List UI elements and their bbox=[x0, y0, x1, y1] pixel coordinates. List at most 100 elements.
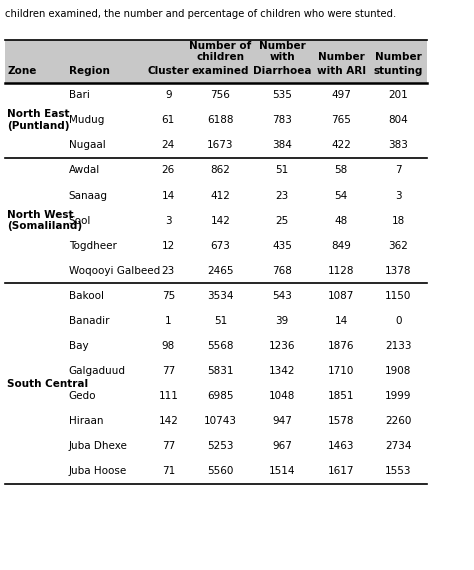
Text: 1851: 1851 bbox=[328, 391, 355, 401]
Text: 3534: 3534 bbox=[207, 291, 234, 301]
Text: 6188: 6188 bbox=[207, 115, 234, 125]
Text: 947: 947 bbox=[272, 416, 292, 426]
Text: Bay: Bay bbox=[69, 341, 88, 351]
Text: 497: 497 bbox=[331, 90, 351, 100]
Text: 98: 98 bbox=[162, 341, 175, 351]
Text: 26: 26 bbox=[162, 165, 175, 176]
Text: 61: 61 bbox=[162, 115, 175, 125]
Text: 18: 18 bbox=[392, 215, 405, 226]
Text: 71: 71 bbox=[162, 466, 175, 477]
Text: 1087: 1087 bbox=[328, 291, 355, 301]
Text: Nugaal: Nugaal bbox=[69, 140, 106, 150]
Text: children: children bbox=[196, 52, 245, 62]
Text: 5831: 5831 bbox=[207, 366, 234, 376]
Text: 1876: 1876 bbox=[328, 341, 355, 351]
Text: 1378: 1378 bbox=[385, 266, 411, 276]
Text: 783: 783 bbox=[272, 115, 292, 125]
Text: 673: 673 bbox=[210, 241, 230, 251]
Text: 1128: 1128 bbox=[328, 266, 355, 276]
Text: Hiraan: Hiraan bbox=[69, 416, 103, 426]
Text: 849: 849 bbox=[331, 241, 351, 251]
Text: 1617: 1617 bbox=[328, 466, 355, 477]
Text: Galgaduud: Galgaduud bbox=[69, 366, 126, 376]
Text: Woqooyi Galbeed: Woqooyi Galbeed bbox=[69, 266, 160, 276]
Text: Region: Region bbox=[69, 66, 109, 76]
Text: 1463: 1463 bbox=[328, 441, 355, 451]
Text: 1514: 1514 bbox=[269, 466, 295, 477]
Text: 54: 54 bbox=[335, 190, 348, 201]
Text: 12: 12 bbox=[162, 241, 175, 251]
Text: 1908: 1908 bbox=[385, 366, 411, 376]
Text: 77: 77 bbox=[162, 366, 175, 376]
Text: 756: 756 bbox=[210, 90, 230, 100]
Text: 51: 51 bbox=[275, 165, 289, 176]
Text: 535: 535 bbox=[272, 90, 292, 100]
Text: 2260: 2260 bbox=[385, 416, 411, 426]
Text: Togdheer: Togdheer bbox=[69, 241, 117, 251]
Text: Mudug: Mudug bbox=[69, 115, 104, 125]
Text: 768: 768 bbox=[272, 266, 292, 276]
Text: 39: 39 bbox=[275, 316, 289, 326]
Text: 967: 967 bbox=[272, 441, 292, 451]
Text: 862: 862 bbox=[210, 165, 230, 176]
Text: Number: Number bbox=[375, 52, 421, 62]
Text: 0: 0 bbox=[395, 316, 401, 326]
Text: Juba Dhexe: Juba Dhexe bbox=[69, 441, 128, 451]
Text: 383: 383 bbox=[388, 140, 408, 150]
Text: 2734: 2734 bbox=[385, 441, 411, 451]
Text: examined: examined bbox=[191, 66, 249, 76]
Text: Diarrhoea: Diarrhoea bbox=[253, 66, 311, 76]
Text: Banadir: Banadir bbox=[69, 316, 109, 326]
Text: 543: 543 bbox=[272, 291, 292, 301]
Text: 3: 3 bbox=[395, 190, 401, 201]
Text: 1236: 1236 bbox=[269, 341, 295, 351]
Text: 412: 412 bbox=[210, 190, 230, 201]
Text: 142: 142 bbox=[158, 416, 178, 426]
Text: Number: Number bbox=[259, 40, 305, 51]
Text: 2465: 2465 bbox=[207, 266, 234, 276]
Text: 422: 422 bbox=[331, 140, 351, 150]
Text: 9: 9 bbox=[165, 90, 172, 100]
Text: 10743: 10743 bbox=[204, 416, 237, 426]
Text: 201: 201 bbox=[388, 90, 408, 100]
Text: 1673: 1673 bbox=[207, 140, 234, 150]
Text: Number: Number bbox=[318, 52, 365, 62]
Bar bbox=[5, 40, 427, 83]
Text: Gedo: Gedo bbox=[69, 391, 96, 401]
Text: 14: 14 bbox=[162, 190, 175, 201]
Text: 6985: 6985 bbox=[207, 391, 234, 401]
Text: 1710: 1710 bbox=[328, 366, 355, 376]
Text: 48: 48 bbox=[335, 215, 348, 226]
Text: 362: 362 bbox=[388, 241, 408, 251]
Text: stunting: stunting bbox=[374, 66, 423, 76]
Text: 1553: 1553 bbox=[385, 466, 411, 477]
Text: North West
(Somaliland): North West (Somaliland) bbox=[7, 210, 82, 231]
Text: 804: 804 bbox=[388, 115, 408, 125]
Text: South Central: South Central bbox=[7, 378, 88, 389]
Text: with ARI: with ARI bbox=[317, 66, 366, 76]
Text: 14: 14 bbox=[335, 316, 348, 326]
Text: 58: 58 bbox=[335, 165, 348, 176]
Text: 2133: 2133 bbox=[385, 341, 411, 351]
Text: 5568: 5568 bbox=[207, 341, 234, 351]
Text: 142: 142 bbox=[210, 215, 230, 226]
Text: 23: 23 bbox=[275, 190, 289, 201]
Text: 1048: 1048 bbox=[269, 391, 295, 401]
Text: 435: 435 bbox=[272, 241, 292, 251]
Text: with: with bbox=[269, 52, 295, 62]
Text: 111: 111 bbox=[158, 391, 178, 401]
Text: children examined, the number and percentage of children who were stunted.: children examined, the number and percen… bbox=[5, 9, 396, 19]
Text: Awdal: Awdal bbox=[69, 165, 100, 176]
Text: Bakool: Bakool bbox=[69, 291, 104, 301]
Text: Number of: Number of bbox=[189, 40, 252, 51]
Text: 75: 75 bbox=[162, 291, 175, 301]
Text: Bari: Bari bbox=[69, 90, 90, 100]
Text: 1999: 1999 bbox=[385, 391, 411, 401]
Text: 384: 384 bbox=[272, 140, 292, 150]
Text: 5560: 5560 bbox=[207, 466, 234, 477]
Text: North East
(Puntland): North East (Puntland) bbox=[7, 109, 70, 131]
Text: 7: 7 bbox=[395, 165, 401, 176]
Text: 24: 24 bbox=[162, 140, 175, 150]
Text: 1150: 1150 bbox=[385, 291, 411, 301]
Text: 51: 51 bbox=[214, 316, 227, 326]
